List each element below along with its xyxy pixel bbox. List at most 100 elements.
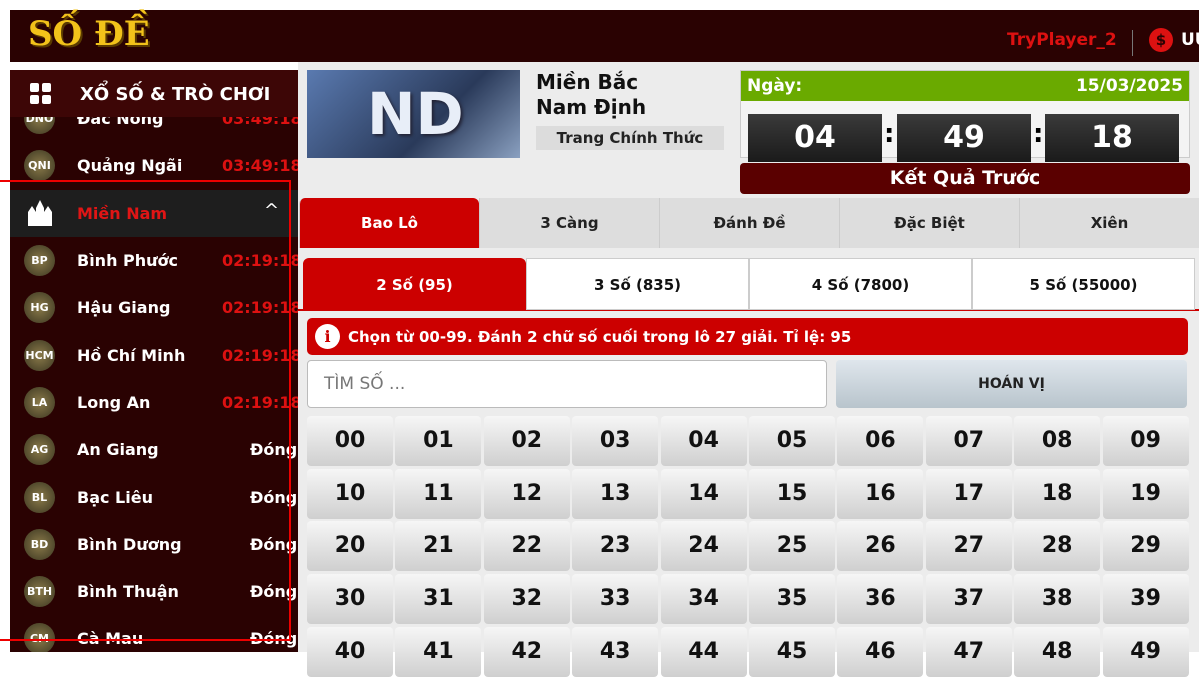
number-button[interactable]: 27 bbox=[925, 521, 1012, 572]
section-header[interactable]: Miền Nam ^ bbox=[10, 190, 298, 237]
number-button[interactable]: 21 bbox=[395, 521, 482, 572]
province-item[interactable]: BTH Bình Thuận Đóng bbox=[10, 568, 298, 615]
number-button[interactable]: 07 bbox=[925, 416, 1012, 466]
number-button[interactable]: 30 bbox=[307, 574, 393, 625]
province-time: Đóng bbox=[250, 487, 298, 507]
region: Miền Bắc bbox=[536, 70, 639, 94]
province-item[interactable]: HCM Hồ Chí Minh 02:19:18 bbox=[10, 332, 298, 379]
province-time: 03:49:18 bbox=[222, 156, 298, 175]
province-time: 02:19:18 bbox=[222, 251, 298, 270]
number-button[interactable]: 09 bbox=[1102, 416, 1189, 466]
number-button[interactable]: 15 bbox=[749, 468, 835, 519]
province-item[interactable]: BD Bình Dương Đóng bbox=[10, 521, 298, 568]
church-icon bbox=[28, 200, 52, 226]
username[interactable]: TryPlayer_2 bbox=[1007, 30, 1117, 50]
province-code: ND bbox=[367, 80, 464, 148]
province-icon: HG bbox=[24, 292, 55, 324]
main: ND Miền Bắc Nam Định Trang Chính Thức Ng… bbox=[298, 62, 1199, 677]
divider bbox=[1132, 30, 1133, 56]
previous-results-button[interactable]: Kết Quả Trước bbox=[740, 163, 1190, 194]
number-button[interactable]: 18 bbox=[1014, 468, 1101, 519]
province-item[interactable]: CM Cà Mau Đóng bbox=[10, 615, 298, 652]
permutation-button[interactable]: HOÁN VỊ bbox=[836, 360, 1187, 408]
number-button[interactable]: 00 bbox=[307, 416, 393, 466]
province-icon: CM bbox=[24, 623, 55, 652]
number-button[interactable]: 28 bbox=[1014, 521, 1101, 572]
number-button[interactable]: 36 bbox=[837, 574, 924, 625]
chevron: ^ bbox=[264, 200, 280, 221]
province-icon: BTH bbox=[24, 576, 55, 608]
number-button[interactable]: 01 bbox=[395, 416, 482, 466]
official-page-button[interactable]: Trang Chính Thức bbox=[536, 126, 724, 150]
search-input[interactable]: TÌM SỐ ... bbox=[307, 360, 827, 408]
province-name: Long An bbox=[77, 392, 151, 412]
number-button[interactable]: 03 bbox=[572, 416, 659, 466]
province-icon: QNI bbox=[24, 150, 55, 181]
minutes: 49 bbox=[897, 114, 1031, 162]
number-button[interactable]: 11 bbox=[395, 468, 482, 519]
number-button[interactable]: 10 bbox=[307, 468, 393, 519]
number-button[interactable]: 35 bbox=[749, 574, 835, 625]
number-button[interactable]: 12 bbox=[483, 468, 570, 519]
province-item[interactable]: LA Long An 02:19:18 bbox=[10, 379, 298, 426]
number-button[interactable]: 37 bbox=[925, 574, 1012, 625]
province-item[interactable]: HG Hậu Giang 02:19:18 bbox=[10, 284, 298, 331]
number-button[interactable]: 19 bbox=[1102, 468, 1189, 519]
number-button[interactable]: 29 bbox=[1102, 521, 1189, 572]
number-button[interactable]: 39 bbox=[1102, 574, 1189, 625]
number-button[interactable]: 17 bbox=[925, 468, 1012, 519]
province-name: Hồ Chí Minh bbox=[77, 345, 186, 365]
province-item[interactable]: AG An Giang Đóng bbox=[10, 426, 298, 473]
province-name: Cà Mau bbox=[77, 629, 144, 649]
province-icon: AG bbox=[24, 434, 55, 466]
province-item[interactable]: QNI Quảng Ngãi 03:49:18 bbox=[10, 142, 298, 189]
province-time: 02:19:18 bbox=[222, 392, 298, 412]
subtab[interactable]: 3 Số (835) bbox=[526, 258, 749, 310]
subtab[interactable]: 4 Số (7800) bbox=[749, 258, 972, 310]
number-button[interactable]: 22 bbox=[483, 521, 570, 572]
number-button[interactable]: 32 bbox=[483, 574, 570, 625]
sidebar-header[interactable]: XỔ SỐ & TRÒ CHƠI bbox=[10, 70, 298, 117]
number-button[interactable]: 06 bbox=[837, 416, 924, 466]
province-item[interactable]: BL Bạc Liêu Đóng bbox=[10, 474, 298, 521]
number-button[interactable]: 05 bbox=[749, 416, 835, 466]
number-button[interactable]: 24 bbox=[660, 521, 747, 572]
province-time: Đóng bbox=[250, 582, 298, 602]
province-item[interactable]: BP Bình Phước 02:19:18 bbox=[10, 237, 298, 284]
tab[interactable]: Xiên bbox=[1019, 198, 1199, 248]
province-icon: BP bbox=[24, 245, 55, 276]
number-button[interactable]: 33 bbox=[572, 574, 659, 625]
colon: : bbox=[1033, 119, 1044, 149]
number-button[interactable]: 23 bbox=[572, 521, 659, 572]
tab[interactable]: Bao Lô bbox=[299, 198, 479, 248]
number-button[interactable]: 31 bbox=[395, 574, 482, 625]
balance[interactable]: UU bbox=[1181, 30, 1199, 50]
number-button[interactable]: 02 bbox=[483, 416, 570, 466]
number-button[interactable]: 20 bbox=[307, 521, 393, 572]
number-button[interactable]: 34 bbox=[660, 574, 747, 625]
sidebar: XỔ SỐ & TRÒ CHƠI DNO Đắc Nông 03:49:18 QNI Q… bbox=[10, 70, 298, 652]
tab[interactable]: 3 Càng bbox=[479, 198, 659, 248]
subtab[interactable]: 2 Số (95) bbox=[303, 258, 526, 310]
subtab-line bbox=[298, 309, 1199, 311]
grid-icon bbox=[30, 83, 51, 104]
top-bar: SỐ ĐỀ TryPlayer_2 $ UU bbox=[10, 10, 1199, 62]
subtab[interactable]: 5 Số (55000) bbox=[972, 258, 1195, 310]
number-button[interactable]: 16 bbox=[837, 468, 924, 519]
number-button[interactable]: 13 bbox=[572, 468, 659, 519]
number-button[interactable]: 38 bbox=[1014, 574, 1101, 625]
page: SỐ ĐỀ TryPlayer_2 $ UU XỔ SỐ & TRÒ CHƠI … bbox=[0, 10, 1199, 677]
number-button[interactable]: 08 bbox=[1014, 416, 1101, 466]
info-bar: i Chọn từ 00-99. Đánh 2 chữ số cuối tron… bbox=[307, 318, 1188, 355]
number-button[interactable]: 04 bbox=[660, 416, 747, 466]
province-icon: BD bbox=[24, 528, 55, 560]
number-button[interactable]: 25 bbox=[749, 521, 835, 572]
number-button[interactable]: 26 bbox=[837, 521, 924, 572]
province-icon: HCM bbox=[24, 339, 55, 371]
number-button[interactable]: 14 bbox=[660, 468, 747, 519]
tab[interactable]: Đặc Biệt bbox=[839, 198, 1019, 248]
province-time: 02:19:18 bbox=[222, 345, 298, 365]
tab[interactable]: Đánh Đề bbox=[659, 198, 839, 248]
province-name: Nam Định bbox=[536, 95, 647, 119]
logo[interactable]: SỐ ĐỀ bbox=[28, 14, 150, 54]
